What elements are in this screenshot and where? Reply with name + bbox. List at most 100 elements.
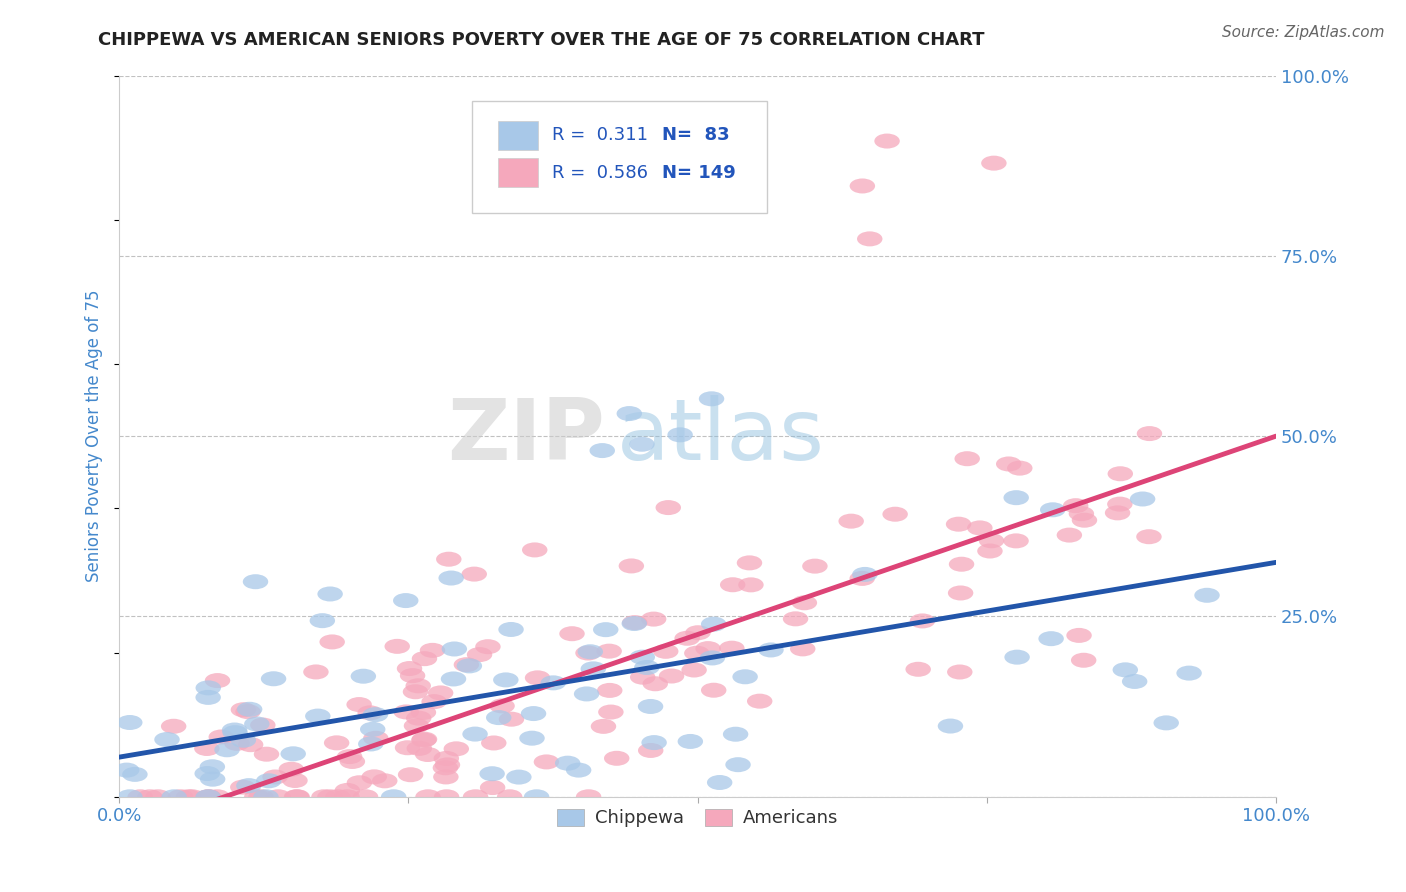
Ellipse shape bbox=[249, 789, 274, 805]
Ellipse shape bbox=[361, 769, 387, 784]
Ellipse shape bbox=[560, 626, 585, 641]
Ellipse shape bbox=[194, 766, 219, 781]
Ellipse shape bbox=[128, 789, 153, 805]
Ellipse shape bbox=[496, 789, 523, 805]
Ellipse shape bbox=[783, 611, 808, 626]
Ellipse shape bbox=[238, 737, 263, 752]
Ellipse shape bbox=[981, 155, 1007, 170]
Ellipse shape bbox=[675, 631, 700, 646]
Ellipse shape bbox=[1153, 715, 1180, 731]
Ellipse shape bbox=[910, 614, 935, 629]
Ellipse shape bbox=[440, 672, 467, 687]
Ellipse shape bbox=[858, 231, 883, 246]
Ellipse shape bbox=[160, 719, 187, 734]
Ellipse shape bbox=[457, 658, 482, 673]
Ellipse shape bbox=[167, 789, 193, 805]
FancyBboxPatch shape bbox=[498, 159, 538, 187]
Ellipse shape bbox=[436, 551, 461, 566]
Ellipse shape bbox=[463, 789, 488, 805]
Ellipse shape bbox=[630, 670, 655, 685]
Ellipse shape bbox=[948, 665, 973, 680]
Ellipse shape bbox=[575, 646, 600, 660]
Ellipse shape bbox=[737, 556, 762, 570]
Legend: Chippewa, Americans: Chippewa, Americans bbox=[550, 801, 846, 835]
Ellipse shape bbox=[682, 663, 707, 678]
Ellipse shape bbox=[122, 767, 148, 782]
Ellipse shape bbox=[318, 586, 343, 601]
Ellipse shape bbox=[283, 773, 308, 788]
Text: atlas: atlas bbox=[617, 394, 825, 477]
Ellipse shape bbox=[411, 732, 436, 747]
Ellipse shape bbox=[443, 741, 470, 756]
Ellipse shape bbox=[162, 789, 187, 805]
Ellipse shape bbox=[1004, 649, 1029, 665]
Text: N= 149: N= 149 bbox=[662, 164, 735, 182]
Ellipse shape bbox=[641, 735, 666, 750]
Ellipse shape bbox=[555, 756, 581, 771]
Ellipse shape bbox=[596, 644, 621, 658]
Ellipse shape bbox=[373, 773, 398, 789]
Ellipse shape bbox=[412, 651, 437, 666]
Ellipse shape bbox=[222, 725, 247, 740]
Ellipse shape bbox=[578, 644, 603, 659]
Ellipse shape bbox=[256, 773, 281, 789]
Ellipse shape bbox=[720, 577, 745, 592]
Ellipse shape bbox=[412, 731, 437, 747]
Ellipse shape bbox=[250, 717, 276, 732]
Ellipse shape bbox=[723, 727, 748, 742]
Ellipse shape bbox=[849, 571, 875, 586]
Ellipse shape bbox=[398, 767, 423, 782]
Text: R =  0.311: R = 0.311 bbox=[553, 127, 648, 145]
Ellipse shape bbox=[231, 780, 256, 795]
Ellipse shape bbox=[195, 789, 221, 805]
Ellipse shape bbox=[702, 682, 727, 698]
Ellipse shape bbox=[1004, 533, 1029, 549]
Ellipse shape bbox=[738, 577, 763, 592]
Ellipse shape bbox=[427, 685, 453, 700]
Ellipse shape bbox=[176, 789, 201, 805]
Ellipse shape bbox=[346, 697, 371, 712]
Ellipse shape bbox=[630, 437, 655, 451]
Ellipse shape bbox=[475, 640, 501, 654]
Ellipse shape bbox=[238, 702, 263, 717]
Ellipse shape bbox=[235, 704, 260, 719]
Ellipse shape bbox=[875, 134, 900, 149]
FancyBboxPatch shape bbox=[472, 101, 768, 212]
Ellipse shape bbox=[977, 543, 1002, 558]
Ellipse shape bbox=[1071, 513, 1097, 528]
Ellipse shape bbox=[114, 763, 139, 778]
Ellipse shape bbox=[725, 757, 751, 772]
Ellipse shape bbox=[486, 710, 512, 725]
Ellipse shape bbox=[967, 520, 993, 535]
Ellipse shape bbox=[852, 567, 877, 582]
Ellipse shape bbox=[266, 789, 291, 805]
Ellipse shape bbox=[494, 673, 519, 688]
Ellipse shape bbox=[747, 694, 772, 708]
Ellipse shape bbox=[699, 392, 724, 406]
Text: N=  83: N= 83 bbox=[662, 127, 730, 145]
Ellipse shape bbox=[222, 723, 247, 738]
Ellipse shape bbox=[1066, 628, 1092, 643]
Ellipse shape bbox=[1069, 506, 1094, 521]
Ellipse shape bbox=[420, 643, 446, 658]
Ellipse shape bbox=[353, 789, 378, 805]
Ellipse shape bbox=[350, 669, 375, 683]
Ellipse shape bbox=[208, 730, 233, 745]
Ellipse shape bbox=[434, 789, 460, 805]
Ellipse shape bbox=[630, 649, 655, 665]
Ellipse shape bbox=[733, 669, 758, 684]
Ellipse shape bbox=[253, 789, 278, 805]
Ellipse shape bbox=[145, 789, 170, 805]
Ellipse shape bbox=[231, 732, 256, 747]
Ellipse shape bbox=[406, 711, 432, 726]
Ellipse shape bbox=[284, 789, 309, 805]
Ellipse shape bbox=[415, 789, 440, 805]
Ellipse shape bbox=[707, 775, 733, 790]
Ellipse shape bbox=[700, 650, 725, 665]
Ellipse shape bbox=[254, 747, 280, 762]
Ellipse shape bbox=[284, 789, 309, 805]
Ellipse shape bbox=[581, 661, 606, 676]
Ellipse shape bbox=[434, 757, 460, 772]
Ellipse shape bbox=[803, 558, 828, 574]
Ellipse shape bbox=[422, 694, 447, 709]
